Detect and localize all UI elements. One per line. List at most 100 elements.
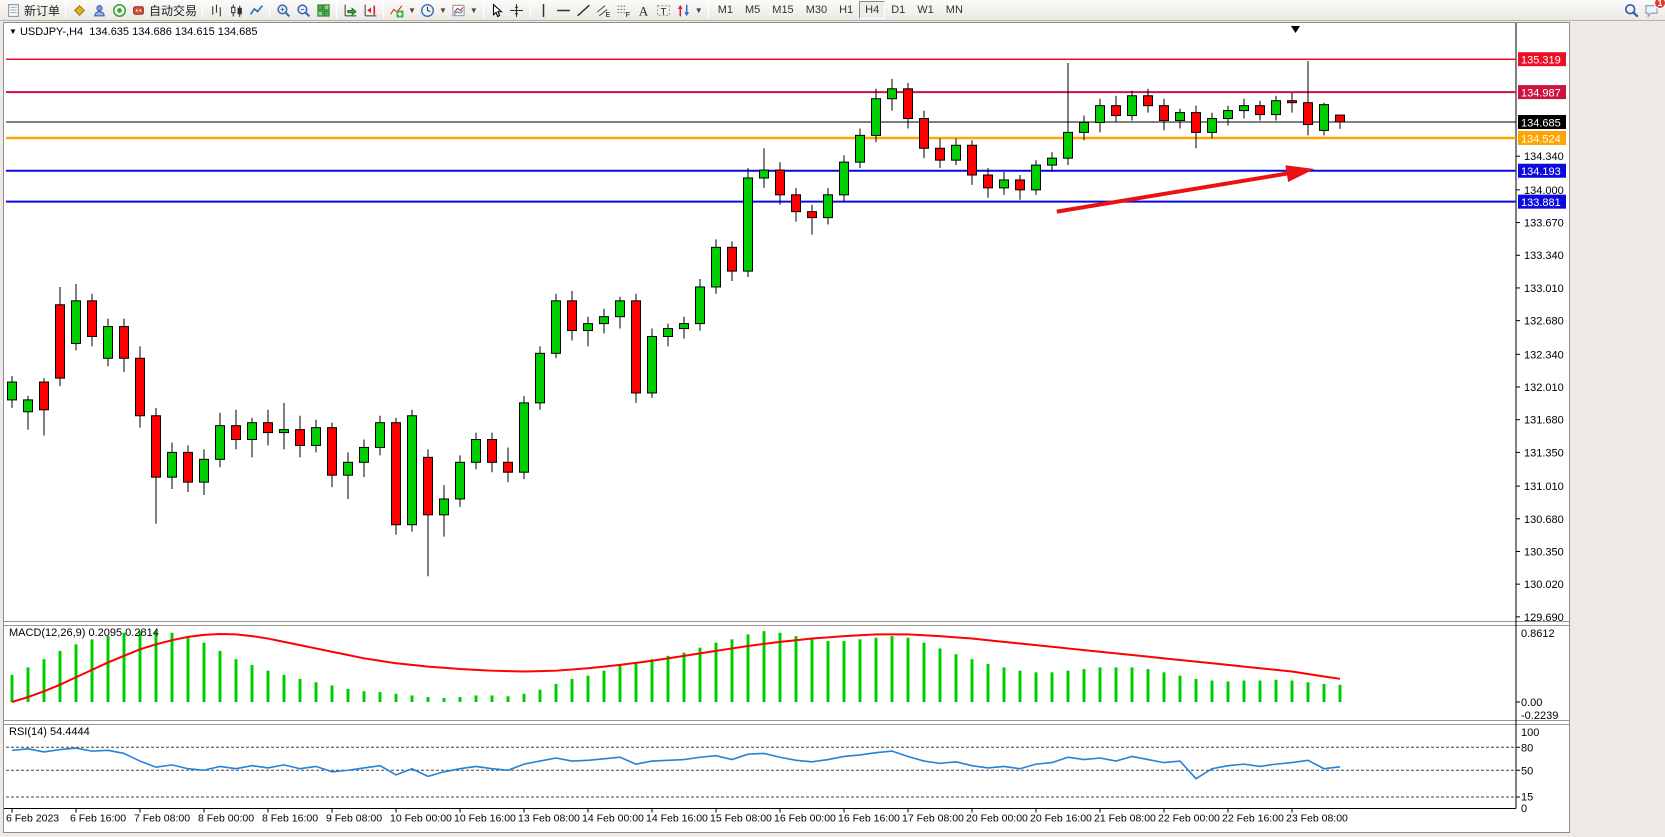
timeframe-m1-button[interactable]: M1 [717,4,733,16]
search-icon [1624,3,1639,18]
svg-text:20 Feb 16:00: 20 Feb 16:00 [1030,813,1092,825]
zoomin-icon [276,3,290,17]
tile-windows-button[interactable] [313,1,333,20]
hline-icon [557,9,571,11]
svg-text:16 Feb 00:00: 16 Feb 00:00 [774,813,836,825]
crosshair-button[interactable] [507,1,527,20]
svg-text:9 Feb 08:00: 9 Feb 08:00 [326,813,382,825]
svg-text:134.000: 134.000 [1524,185,1564,197]
crosshair-icon [510,3,524,17]
bar-chart-button[interactable] [206,1,226,20]
svg-text:130.020: 130.020 [1524,579,1564,591]
svg-text:100: 100 [1521,727,1539,739]
timeframe-mn-button[interactable]: MN [945,4,963,16]
svg-text:130.680: 130.680 [1524,514,1564,526]
template-icon [452,4,465,16]
svg-text:A: A [639,4,649,18]
fiboF-icon: F [617,5,630,18]
indicator-icon [390,4,404,17]
svg-text:129.690: 129.690 [1524,612,1564,624]
cursor-icon [493,2,504,17]
signals-button[interactable] [109,1,129,20]
time-axis[interactable] [3,808,1515,834]
auto-trading-label: 自动交易 [149,3,198,18]
toolbar-separator [383,2,385,18]
messages-button[interactable]: 1 [1641,0,1665,20]
timeframe-h1-button[interactable]: H1 [839,4,854,16]
trend-arrow[interactable] [1056,169,1299,214]
templates-button[interactable]: ▼ [449,1,480,20]
timeframe-m15-button[interactable]: M15 [772,4,794,16]
autoscroll-icon [344,4,357,16]
svg-text:17 Feb 08:00: 17 Feb 08:00 [902,813,964,825]
svg-text:T: T [661,6,667,17]
timeframe-w1-button[interactable]: W1 [917,4,934,16]
zoom-out-button[interactable] [293,1,313,20]
profiles-button[interactable] [89,1,109,20]
svg-text:80: 80 [1521,743,1533,755]
svg-text:135.319: 135.319 [1521,55,1561,67]
arrows-button[interactable]: ▼ [674,1,705,20]
equidistant-channel-button[interactable]: E [594,1,614,20]
zoom-in-button[interactable] [273,1,293,20]
timeframe-h4-button[interactable]: H4 [859,1,886,19]
svg-text:21 Feb 08:00: 21 Feb 08:00 [1094,813,1156,825]
price-line-label: 134.193 [1518,163,1566,178]
macd-signal-line [11,633,1341,703]
cursor-button[interactable] [487,1,507,20]
symbol-dropdown-icon[interactable]: ▼ [9,27,17,36]
fibonacci-button[interactable]: F [614,1,634,20]
svg-text:22 Feb 16:00: 22 Feb 16:00 [1222,813,1284,825]
text-label-button[interactable]: T [654,1,674,20]
new-order-button[interactable]: 新订单 [4,1,62,20]
indicators-button[interactable]: ▼ [387,1,418,20]
trend-arrow-head [1285,165,1315,183]
vertical-line-button[interactable] [534,1,554,20]
toolbar: 新订单 自动交易 ▼ ▼ ▼ E F A T ▼ M1 M5 M15 M30 H1 H4 D1 W1 MN 1 [0,0,1665,21]
svg-text:6 Feb 2023: 6 Feb 2023 [6,813,59,825]
svg-text:6 Feb 16:00: 6 Feb 16:00 [70,813,126,825]
svg-text:8 Feb 16:00: 8 Feb 16:00 [262,813,318,825]
robot-icon [133,5,144,15]
toolbar-separator [269,2,271,18]
toolbar-separator [336,2,338,18]
timeframe-m5-button[interactable]: M5 [745,4,761,16]
timeframe-m30-button[interactable]: M30 [805,4,828,16]
chevron-down-icon: ▼ [694,5,703,15]
tiles-icon [316,3,330,17]
periods-button[interactable]: ▼ [418,1,449,20]
svg-text:14 Feb 16:00: 14 Feb 16:00 [646,813,708,825]
auto-scroll-button[interactable] [340,1,360,20]
arrows-icon [677,4,689,16]
svg-text:133.881: 133.881 [1521,197,1561,209]
tline-icon [577,4,591,16]
svg-text:14 Feb 00:00: 14 Feb 00:00 [582,813,644,825]
price-line-label: 134.987 [1518,85,1566,100]
charts-button[interactable] [69,1,89,20]
chart-shift-button[interactable] [360,1,380,20]
horizontal-line-button[interactable] [554,1,574,20]
candlestick-chart-button[interactable] [226,1,246,20]
search-button[interactable] [1621,1,1641,20]
toolbar-separator [202,2,204,18]
svg-text:130.350: 130.350 [1524,546,1564,558]
svg-text:133.670: 133.670 [1524,218,1564,230]
auto-trading-button[interactable]: 自动交易 [129,1,199,20]
svg-text:133.010: 133.010 [1524,283,1564,295]
svg-text:16 Feb 16:00: 16 Feb 16:00 [838,813,900,825]
linechart-icon [249,4,263,15]
new-order-label: 新订单 [24,3,61,18]
chart-canvas[interactable]: 134.340 134.000 133.670 133.340 133.010 132.6… [4,23,1569,832]
svg-text:8 Feb 00:00: 8 Feb 00:00 [198,813,254,825]
trendline-button[interactable] [574,1,594,20]
timeframe-d1-button[interactable]: D1 [891,4,906,16]
bars-icon [211,4,221,16]
chart-shift-marker[interactable] [1291,26,1300,33]
line-chart-button[interactable] [246,1,266,20]
shift-icon [364,4,376,16]
svg-text:134.340: 134.340 [1524,151,1564,163]
price-axis[interactable] [1518,22,1570,812]
price-line-label: 134.524 [1518,130,1566,145]
text-button[interactable]: A [634,1,654,20]
